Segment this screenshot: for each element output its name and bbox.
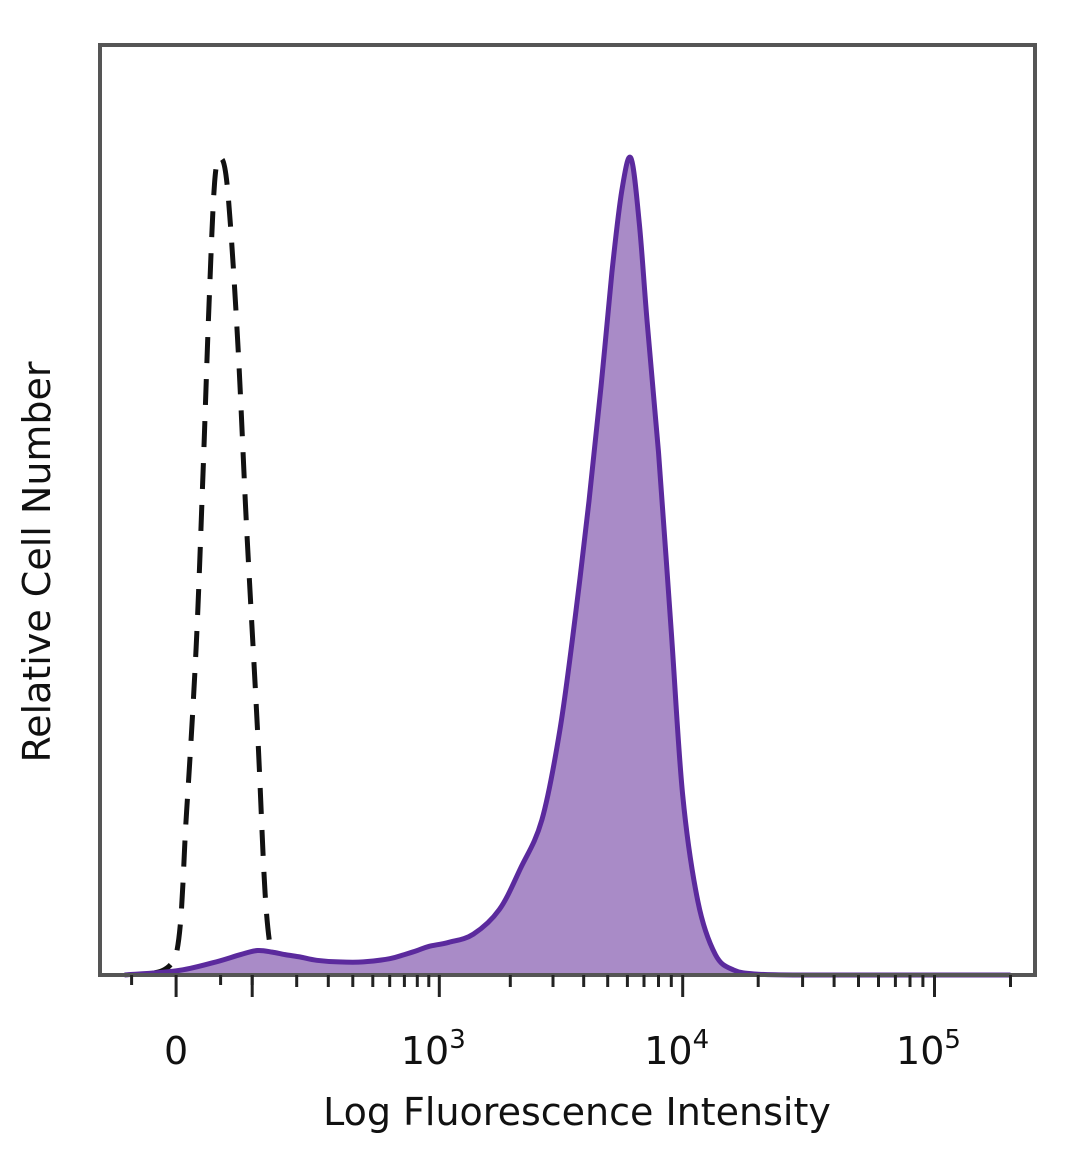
y-axis-label: Relative Cell Number — [15, 361, 59, 762]
x-tick-label-1: 0 — [164, 1029, 188, 1073]
x-axis-label: Log Fluorescence Intensity — [323, 1090, 831, 1134]
series-2-area — [124, 157, 1011, 976]
series-layer — [124, 154, 1011, 978]
x-tick-label-2: 103 — [401, 1025, 466, 1073]
plot-frame — [98, 43, 1037, 977]
x-tick-label-4: 105 — [896, 1025, 961, 1073]
series-1-line — [145, 155, 291, 978]
x-axis-tick-labels: 0 103 104 105 — [164, 1025, 961, 1073]
x-axis-ticks — [130, 975, 1012, 997]
x-tick-label-3: 104 — [644, 1025, 709, 1073]
series-2-line — [124, 154, 1011, 978]
